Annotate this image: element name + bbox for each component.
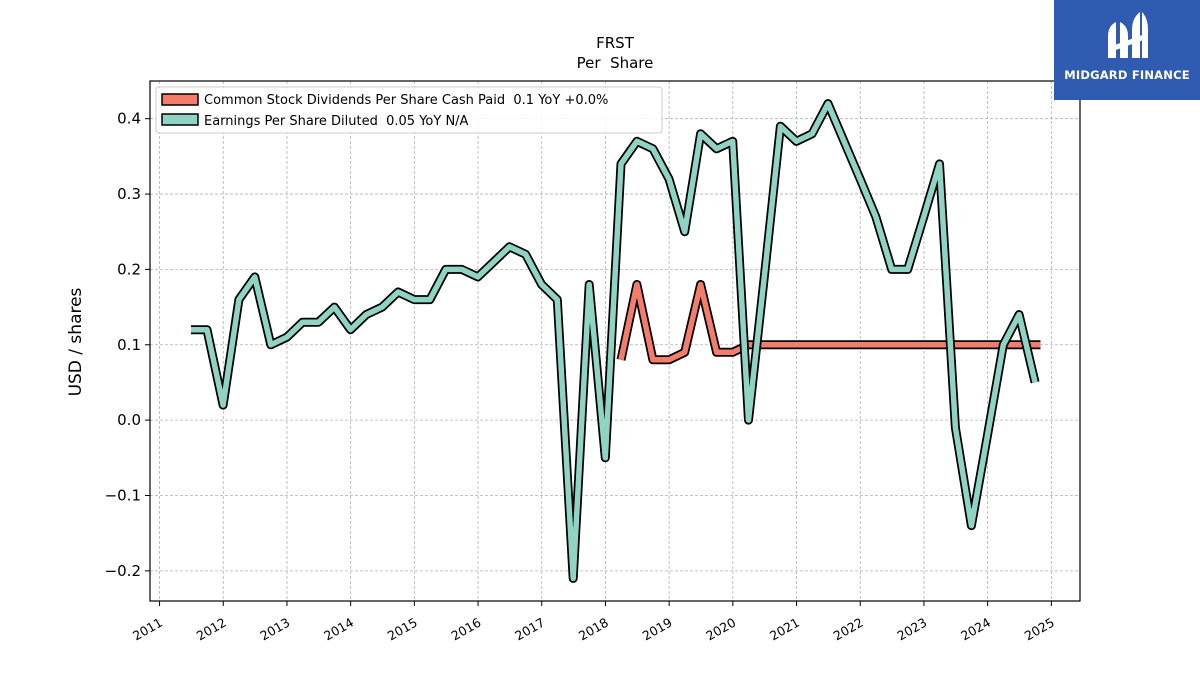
plot-frame (149, 80, 1081, 602)
x-tick-label: 2023 (894, 615, 929, 644)
x-tick-label: 2022 (831, 615, 866, 644)
dividends-line (618, 281, 1041, 363)
x-tick-label: 2017 (512, 615, 547, 644)
legend-box (155, 86, 663, 134)
y-tick-label: 0.0 (117, 411, 141, 429)
y-tick-label: −0.1 (105, 486, 141, 504)
x-tick-label: 2024 (958, 615, 993, 644)
legend-swatch-eps (161, 113, 199, 126)
y-tick-label: −0.2 (105, 562, 141, 580)
y-tick-label: 0.3 (117, 185, 141, 203)
legend-label-eps: Earnings Per Share Diluted 0.05 YoY N/A (204, 114, 469, 129)
series-layer (190, 99, 1041, 583)
x-tick-label: 2014 (321, 615, 356, 644)
x-tick-label: 2011 (130, 615, 165, 644)
x-tick-label: 2021 (767, 615, 802, 644)
x-tick-label: 2012 (194, 615, 229, 644)
legend-swatch-dividends (161, 93, 199, 106)
logo-text: MIDGARD FINANCE (1064, 68, 1190, 82)
logo-icon (1108, 12, 1148, 58)
x-tick-label: 2013 (257, 615, 292, 644)
x-tick-label: 2025 (1022, 615, 1057, 644)
y-axis-label: USD / shares (66, 287, 86, 396)
logo: MIDGARD FINANCE (1054, 0, 1200, 100)
x-tick-label: 2018 (576, 615, 611, 644)
x-tick-label: 2015 (385, 615, 420, 644)
legend: Common Stock Dividends Per Share Cash Pa… (155, 86, 663, 134)
x-tick-label: 2019 (640, 615, 675, 644)
y-tick-label: 0.4 (117, 110, 141, 128)
y-tick-label: 0.1 (117, 336, 141, 354)
eps-line (191, 100, 1038, 582)
legend-label-dividends: Common Stock Dividends Per Share Cash Pa… (204, 93, 608, 108)
x-tick-label: 2016 (448, 615, 483, 644)
chart-title: FRST (596, 34, 635, 52)
x-tick-label: 2020 (703, 615, 738, 644)
y-tick-label: 0.2 (117, 260, 141, 278)
chart-subtitle: Per Share (577, 54, 654, 72)
